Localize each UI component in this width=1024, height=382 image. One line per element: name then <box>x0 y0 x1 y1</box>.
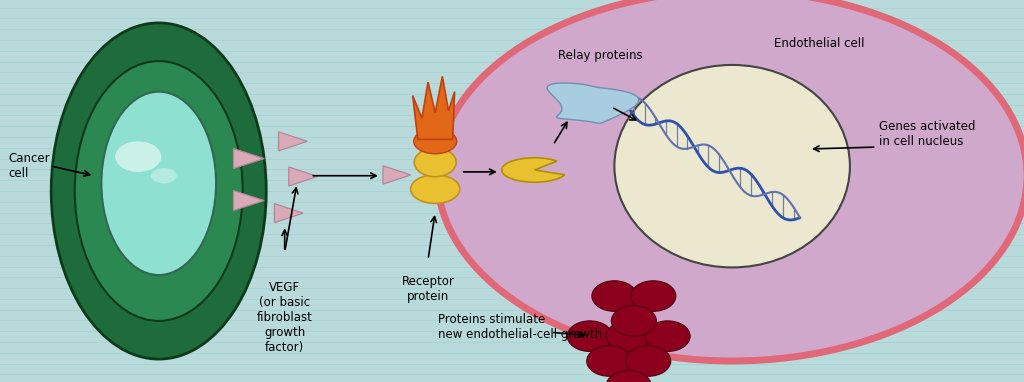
Ellipse shape <box>414 129 457 154</box>
Text: VEGF
(or basic
fibroblast
growth
factor): VEGF (or basic fibroblast growth factor) <box>257 281 312 354</box>
Polygon shape <box>547 83 639 123</box>
Ellipse shape <box>606 321 651 351</box>
Polygon shape <box>413 76 455 139</box>
Ellipse shape <box>116 141 162 172</box>
Ellipse shape <box>414 148 457 176</box>
Text: Relay proteins: Relay proteins <box>558 49 643 62</box>
Ellipse shape <box>437 0 1024 361</box>
Ellipse shape <box>606 371 651 382</box>
Polygon shape <box>502 158 564 182</box>
Ellipse shape <box>567 321 612 351</box>
Ellipse shape <box>614 65 850 267</box>
Polygon shape <box>289 167 317 186</box>
Text: Genes activated
in cell nucleus: Genes activated in cell nucleus <box>879 120 975 148</box>
Ellipse shape <box>645 321 690 351</box>
Ellipse shape <box>587 346 632 376</box>
Ellipse shape <box>51 23 266 359</box>
Polygon shape <box>233 149 264 168</box>
Ellipse shape <box>411 175 460 203</box>
Text: Endothelial cell: Endothelial cell <box>774 37 864 50</box>
Polygon shape <box>383 166 411 184</box>
Polygon shape <box>274 204 303 223</box>
Ellipse shape <box>611 306 656 336</box>
Ellipse shape <box>626 346 671 376</box>
Ellipse shape <box>101 92 216 275</box>
Polygon shape <box>279 132 307 151</box>
Ellipse shape <box>151 168 177 183</box>
Text: Proteins stimulate
new endothelial-cell growth: Proteins stimulate new endothelial-cell … <box>438 312 602 341</box>
Ellipse shape <box>418 121 453 150</box>
Text: Cancer
cell: Cancer cell <box>8 152 50 180</box>
Ellipse shape <box>592 281 637 311</box>
Ellipse shape <box>631 281 676 311</box>
Polygon shape <box>233 191 264 210</box>
Text: Receptor
protein: Receptor protein <box>401 275 455 303</box>
Ellipse shape <box>75 61 243 321</box>
